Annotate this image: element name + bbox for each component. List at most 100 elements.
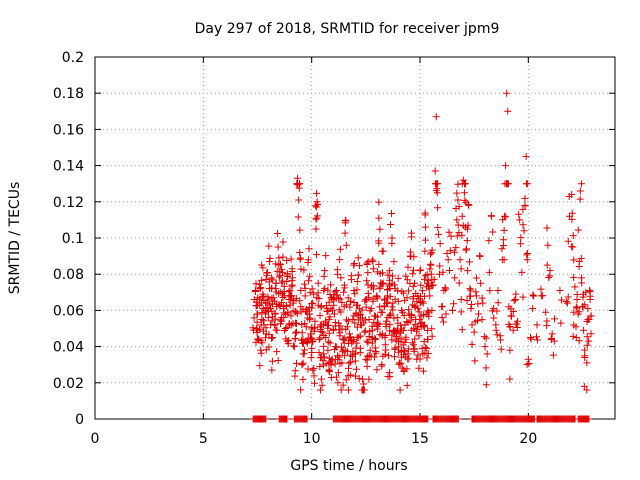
data-point [350, 261, 358, 269]
data-point [363, 259, 371, 267]
data-point [428, 332, 436, 340]
data-point [546, 272, 554, 280]
data-point [419, 287, 427, 295]
data-point [406, 317, 414, 325]
data-point [472, 292, 480, 300]
data-point [568, 243, 576, 251]
data-point [366, 346, 374, 354]
data-point [313, 251, 321, 259]
data-point [406, 248, 414, 256]
data-point [258, 276, 266, 284]
data-point [568, 209, 576, 217]
data-point [581, 301, 589, 309]
data-point [570, 273, 578, 281]
data-point [258, 261, 266, 269]
data-point [332, 373, 340, 381]
data-point [278, 268, 286, 276]
data-point [375, 260, 383, 268]
data-point [502, 213, 510, 221]
data-point [363, 337, 371, 345]
data-point [410, 253, 418, 261]
data-point [444, 256, 452, 264]
data-point [520, 227, 528, 235]
data-point [352, 365, 360, 373]
data-point [288, 267, 296, 275]
data-point [434, 204, 442, 212]
data-point [450, 300, 458, 308]
data-point [457, 265, 465, 273]
data-point [309, 337, 317, 345]
data-point [362, 303, 370, 311]
data-point [286, 301, 294, 309]
data-point [307, 334, 315, 342]
data-point [405, 355, 413, 363]
data-point [506, 323, 514, 331]
data-point [311, 379, 319, 387]
y-tick-label: 0.08 [53, 267, 84, 283]
data-point [344, 317, 352, 325]
data-point [398, 287, 406, 295]
data-point [525, 360, 533, 368]
data-point [523, 361, 531, 369]
x-axis-label: GPS time / hours [290, 458, 407, 474]
data-point [308, 338, 316, 346]
data-point [456, 256, 464, 264]
data-point [365, 375, 373, 383]
data-point [320, 272, 328, 280]
data-point [387, 220, 395, 228]
data-point [499, 216, 507, 224]
data-point [324, 321, 332, 329]
data-point [401, 338, 409, 346]
data-point [379, 269, 387, 277]
data-point [447, 232, 455, 240]
data-point [583, 386, 591, 394]
data-point [364, 338, 372, 346]
data-point [257, 284, 265, 292]
data-point [577, 255, 585, 263]
x-tick-label: 5 [199, 431, 208, 447]
data-point [338, 359, 346, 367]
data-point [586, 287, 594, 295]
data-point [294, 309, 302, 317]
data-point [268, 366, 276, 374]
data-point [409, 283, 417, 291]
data-point [337, 274, 345, 282]
data-point [454, 221, 462, 229]
data-point [303, 339, 311, 347]
data-point [556, 287, 564, 295]
data-point [375, 214, 383, 222]
y-tick-label: 0.1 [62, 231, 84, 247]
data-point [446, 247, 454, 255]
data-point [258, 315, 266, 323]
data-point [395, 360, 403, 368]
data-point [485, 268, 493, 276]
axis-ticks: 0 0.02 0.04 0.06 0.08 0.1 0.12 0.14 0.16 0.18 0.2 0… [53, 50, 615, 447]
zero-data-point [283, 415, 291, 423]
data-point [264, 314, 272, 322]
data-point [482, 364, 490, 372]
data-point [431, 167, 439, 175]
data-point [266, 254, 274, 262]
data-point [334, 379, 342, 387]
data-point [328, 306, 336, 314]
data-point [319, 328, 326, 336]
data-point [272, 326, 280, 334]
data-point [378, 361, 386, 369]
data-point [312, 215, 320, 223]
data-point [549, 351, 557, 359]
data-point [353, 286, 361, 294]
data-point [477, 279, 485, 287]
data-point [313, 189, 321, 197]
data-point [305, 277, 313, 285]
y-tick-label: 0.04 [53, 340, 84, 356]
data-point [537, 285, 545, 293]
data-point [396, 386, 404, 394]
data-point [255, 280, 263, 288]
data-point [420, 275, 428, 283]
data-point [455, 279, 463, 287]
data-point [472, 288, 480, 296]
data-point [586, 292, 594, 300]
grid [95, 57, 615, 419]
data-point [293, 328, 300, 336]
data-point [523, 251, 531, 259]
